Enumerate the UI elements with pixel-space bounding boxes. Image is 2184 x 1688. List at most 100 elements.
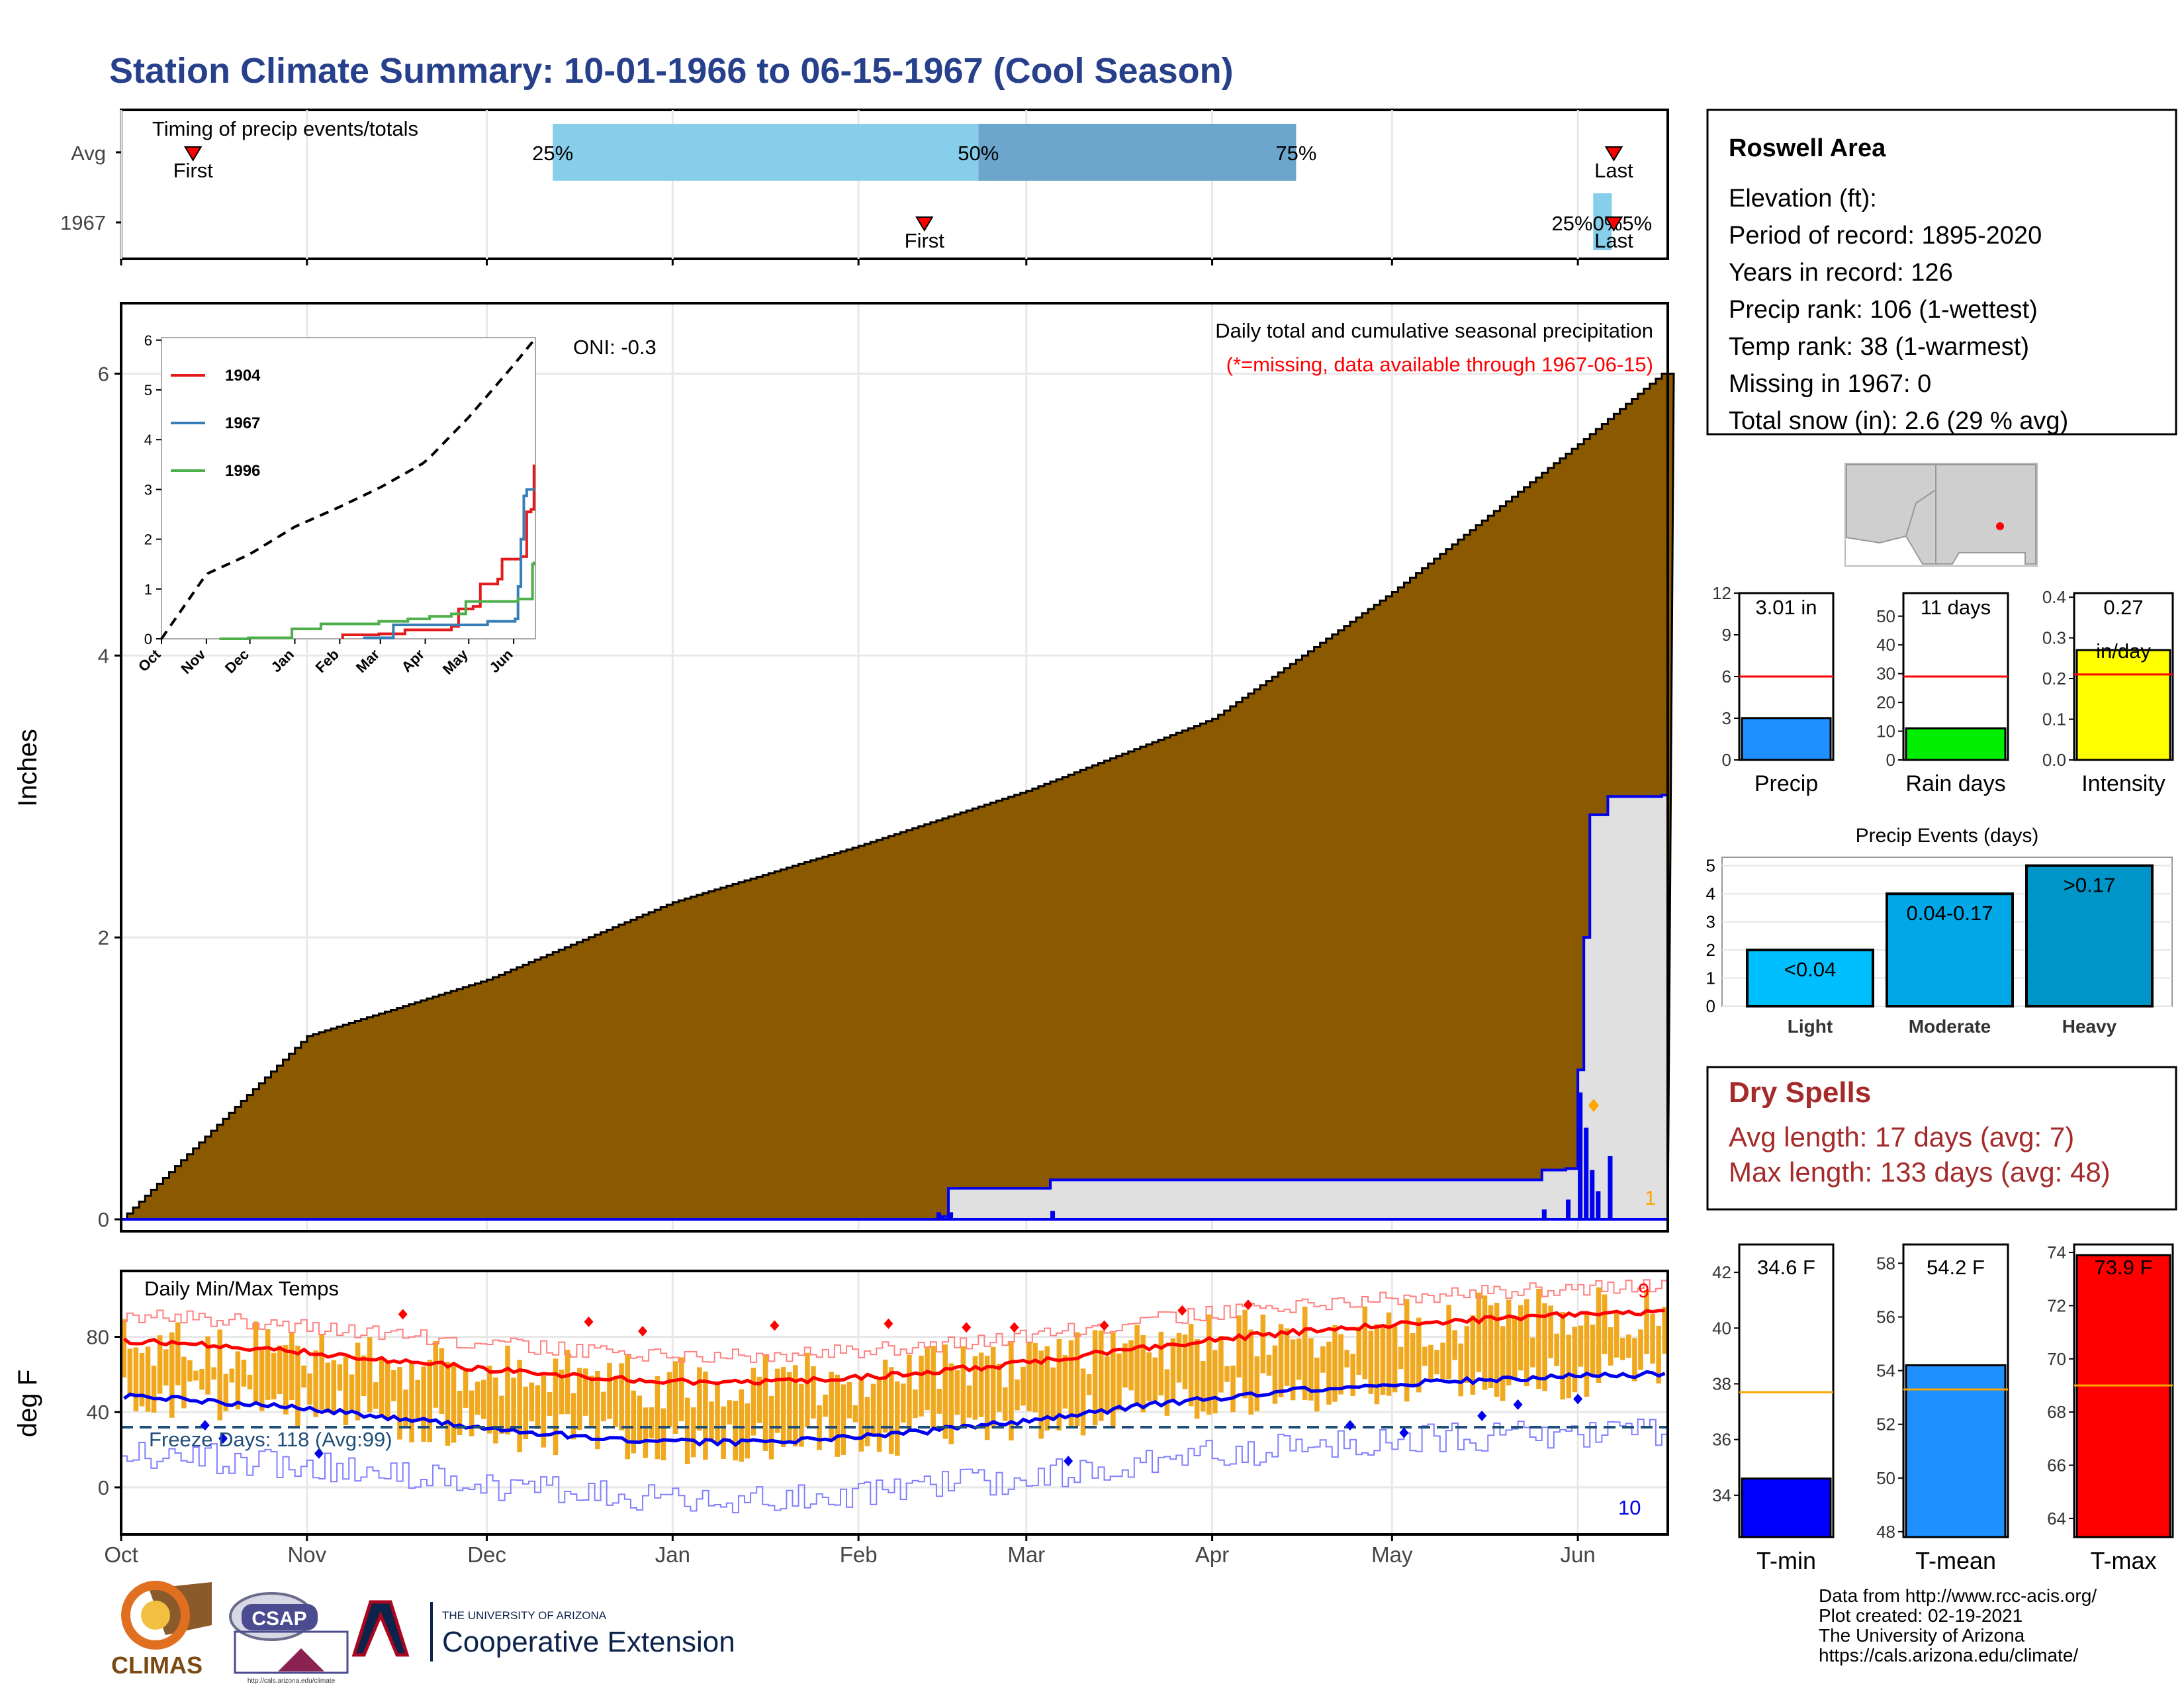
record-high-marker-8: [1177, 1305, 1187, 1316]
temp-bar: [1500, 1326, 1506, 1401]
temp-bar: [1554, 1333, 1559, 1366]
temp-bar: [1506, 1299, 1512, 1385]
temp-bar: [1488, 1305, 1494, 1388]
record-low-marker-7: [1513, 1399, 1523, 1410]
temp-bar: [523, 1386, 528, 1440]
temp-bar: [631, 1390, 636, 1454]
temp-bar: [1068, 1340, 1074, 1427]
inset-legend-label-2: 1996: [225, 462, 260, 480]
temp-bar: [1164, 1369, 1170, 1416]
csap-logo-text: CSAP: [251, 1608, 306, 1630]
events-title: Precip Events (days): [1856, 825, 2039, 847]
temp-bar: [253, 1321, 259, 1403]
temp-bar: [990, 1346, 996, 1429]
temp-bar: [942, 1344, 948, 1439]
temp-bar: [649, 1407, 655, 1438]
temp-bar: [1224, 1366, 1230, 1382]
avg-last-label: Last: [1594, 159, 1633, 182]
temp-y-axis: 0 40 80: [87, 1326, 121, 1499]
temp-bar: [271, 1352, 277, 1399]
temp-bar: [439, 1348, 445, 1415]
temp-bar: [607, 1362, 612, 1419]
temp-bar: [355, 1342, 361, 1421]
events-bin-label-1: 0.04-0.17: [1907, 902, 1993, 925]
temp-bar: [493, 1377, 498, 1444]
dry-spells-avg: Avg length: 17 days (avg: 7): [1729, 1121, 2074, 1152]
precip-ytick-label-1: 2: [98, 926, 109, 949]
events-tick-label-0: 0: [1706, 996, 1715, 1016]
record-high-marker-4: [884, 1318, 893, 1329]
temp-bar: [451, 1363, 457, 1443]
events-bin-label-0: <0.04: [1784, 958, 1836, 981]
temp-bar: [582, 1368, 588, 1416]
credit-line-4: https://cals.arizona.edu/climate/: [1819, 1645, 2078, 1665]
mini-tick-label-0-0: 0: [1722, 750, 1731, 770]
temp-bar: [1140, 1335, 1146, 1413]
timing-row-label-1967: 1967: [60, 211, 106, 234]
temp-bar: [1111, 1333, 1116, 1429]
record-high-count: 9: [1638, 1279, 1649, 1302]
temp-value-2: 73.9 F: [2095, 1256, 2153, 1279]
info-elevation: Elevation (ft):: [1729, 185, 1877, 212]
temp-bar: [295, 1345, 300, 1427]
temp-bar: [313, 1350, 318, 1417]
temp-bar: [517, 1360, 522, 1452]
events-tick-label-2: 2: [1706, 940, 1715, 960]
temp-tick-label-2-1: 66: [2047, 1456, 2066, 1476]
temp-bar: [1266, 1354, 1272, 1376]
info-missing: Missing in 1967: 0: [1729, 370, 1931, 398]
mini-tick-label-2-4: 0.4: [2042, 587, 2066, 607]
mini-bar-0: [1741, 717, 1832, 761]
mini-tick-label-1-2: 20: [1876, 692, 1895, 712]
temp-bar: [1416, 1317, 1422, 1393]
current-last-label: Last: [1594, 229, 1633, 252]
temp-bar: [984, 1356, 990, 1440]
temp-value-0: 34.6 F: [1757, 1256, 1815, 1279]
temp-bar: [553, 1358, 559, 1456]
temp-tick-label-1-5: 58: [1876, 1253, 1895, 1273]
temp-bar: [349, 1374, 355, 1411]
temp-bar: [1572, 1327, 1578, 1393]
record-high-marker-2: [638, 1325, 648, 1336]
temp-bar: [1548, 1305, 1553, 1358]
temp-bar: [1476, 1292, 1482, 1372]
temp-bar: [925, 1347, 930, 1411]
inset-legend-label-1: 1967: [225, 414, 260, 432]
temp-bar: [978, 1352, 984, 1417]
events-tick-label-4: 4: [1706, 884, 1715, 904]
temp-bar: [1650, 1313, 1655, 1364]
temp-bar: [241, 1360, 247, 1387]
month-label-1: Nov: [287, 1542, 326, 1567]
temp-tick-label-0-2: 38: [1712, 1374, 1731, 1393]
month-label-4: Feb: [840, 1542, 878, 1567]
temp-bar: [415, 1380, 420, 1422]
temp-bar: [1542, 1303, 1547, 1391]
temp-bar: [703, 1372, 708, 1460]
mini-label-0: Precip: [1754, 771, 1818, 796]
record-low-marker-0: [200, 1420, 210, 1431]
temp-bar: [966, 1385, 972, 1418]
mini-tick-label-0-4: 12: [1712, 583, 1731, 603]
temp-bar: [1158, 1331, 1164, 1396]
mini-tick-label-1-5: 50: [1876, 606, 1895, 626]
temp-tick-label-0-0: 34: [1712, 1485, 1731, 1505]
temp-bar: [721, 1406, 726, 1459]
temp-bar: [858, 1378, 864, 1452]
temp-bar: [1284, 1328, 1290, 1386]
temp-bar: [805, 1352, 810, 1428]
precip-summary-bars: 0 3 6 9 12 3.01 in Precip 0 10 20 30 40 50 11 days Rai…: [1712, 583, 2174, 796]
temp-bar: [331, 1360, 337, 1412]
temp-bar: [601, 1391, 606, 1422]
mini-value-unit-2: in/day: [2096, 639, 2151, 663]
temp-bar: [1170, 1338, 1176, 1402]
daily-precip-bar-5: [1578, 1092, 1583, 1219]
temp-summary-bar-2: [2075, 1254, 2171, 1538]
mini-tick-label-2-2: 0.2: [2042, 669, 2066, 688]
record-low-marker-8: [1573, 1393, 1583, 1405]
daily-precip-bar-1: [948, 1212, 954, 1219]
record-high-marker-0: [398, 1309, 408, 1320]
cumulative-average-area: [121, 372, 1675, 1221]
mini-tick-label-1-1: 10: [1876, 722, 1895, 741]
temp-bar: [1260, 1314, 1266, 1374]
